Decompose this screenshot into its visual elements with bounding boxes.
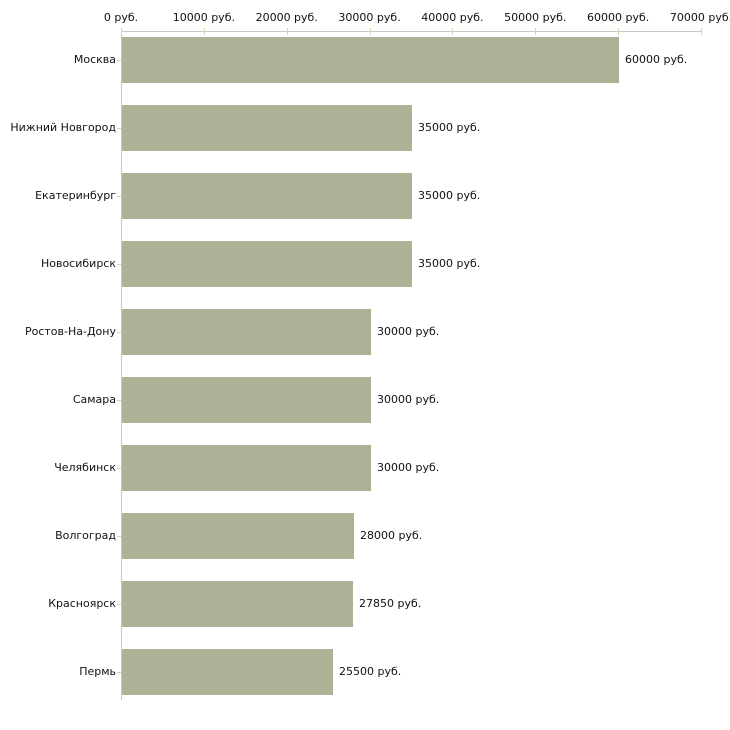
- y-axis-tick-mark: [117, 400, 121, 401]
- category-label: Пермь: [79, 665, 116, 678]
- bar-1: [122, 37, 619, 83]
- bar-8: [122, 513, 354, 559]
- category-label: Новосибирск: [40, 257, 116, 270]
- bar-value-label: 27850 руб.: [359, 597, 422, 610]
- bar-10: [122, 649, 333, 695]
- x-axis-tick-label: 50000 руб.: [504, 11, 567, 24]
- category-label: Челябинск: [54, 461, 116, 474]
- category-label: Самара: [72, 393, 116, 406]
- category-label: Ростов-На-Дону: [24, 325, 116, 338]
- y-axis-tick-mark: [117, 672, 121, 673]
- bar-value-label: 25500 руб.: [339, 665, 402, 678]
- x-axis-tick-mark: [370, 28, 371, 35]
- bar-value-label: 35000 руб.: [418, 189, 481, 202]
- y-axis-tick-mark: [117, 604, 121, 605]
- y-axis-tick-mark: [117, 332, 121, 333]
- bar-value-label: 30000 руб.: [377, 393, 440, 406]
- bar-2: [122, 105, 412, 151]
- x-axis-tick-mark: [535, 28, 536, 35]
- bar-value-label: 35000 руб.: [418, 121, 481, 134]
- x-axis-tick-mark: [618, 28, 619, 35]
- y-axis-tick-mark: [117, 264, 121, 265]
- category-label: Волгоград: [55, 529, 116, 542]
- category-label: Нижний Новгород: [10, 121, 116, 134]
- x-axis-tick-mark: [204, 28, 205, 35]
- x-axis-tick-label: 0 руб.: [103, 11, 139, 24]
- x-axis-tick-mark: [452, 28, 453, 35]
- x-axis-tick-label: 40000 руб.: [421, 11, 484, 24]
- bar-value-label: 30000 руб.: [377, 461, 440, 474]
- x-axis-tick-label: 20000 руб.: [255, 11, 318, 24]
- x-axis-tick-mark: [287, 28, 288, 35]
- x-axis-tick-mark: [121, 28, 122, 35]
- bar-4: [122, 241, 412, 287]
- bar-value-label: 35000 руб.: [418, 257, 481, 270]
- y-axis-tick-mark: [117, 128, 121, 129]
- category-label: Екатеринбург: [35, 189, 116, 202]
- y-axis-tick-mark: [117, 468, 121, 469]
- x-axis-tick-label: 60000 руб.: [587, 11, 650, 24]
- x-axis-tick-label: 10000 руб.: [172, 11, 235, 24]
- bar-value-label: 28000 руб.: [360, 529, 423, 542]
- y-axis-line: [121, 31, 122, 700]
- bar-6: [122, 377, 371, 423]
- x-axis-tick-mark: [701, 28, 702, 35]
- y-axis-tick-mark: [117, 196, 121, 197]
- category-label: Красноярск: [48, 597, 116, 610]
- y-axis-tick-mark: [117, 60, 121, 61]
- bar-value-label: 30000 руб.: [377, 325, 440, 338]
- bar-3: [122, 173, 412, 219]
- x-axis-tick-label: 30000 руб.: [338, 11, 401, 24]
- category-label: Москва: [73, 53, 116, 66]
- y-axis-tick-mark: [117, 536, 121, 537]
- x-axis-tick-label: 70000 руб.: [669, 11, 730, 24]
- x-axis-line: [121, 31, 701, 32]
- bar-7: [122, 445, 371, 491]
- bar-5: [122, 309, 371, 355]
- bar-value-label: 60000 руб.: [625, 53, 688, 66]
- bar-9: [122, 581, 353, 627]
